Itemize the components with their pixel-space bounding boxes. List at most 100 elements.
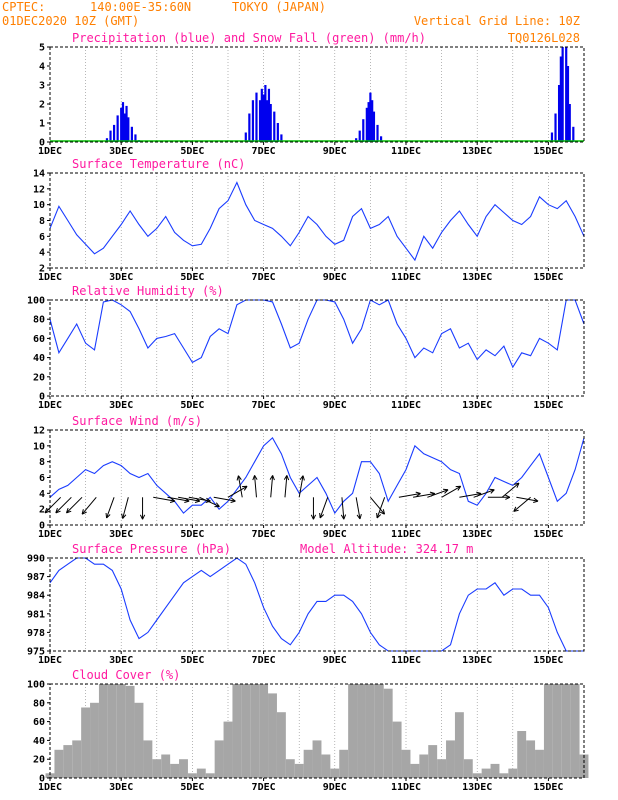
x-tick-label: 1DEC: [38, 400, 62, 411]
x-tick-label: 1DEC: [38, 272, 62, 283]
wind-arrow: [178, 496, 200, 502]
wind-arrow-head: [299, 475, 305, 481]
y-tick-label: 4: [39, 489, 45, 500]
cloud-bar: [446, 740, 455, 778]
y-tick-label: 987: [27, 572, 45, 583]
wind-arrow: [441, 485, 461, 498]
x-tick-label: 7DEC: [252, 529, 276, 540]
panel-frame: [49, 46, 585, 143]
x-tick-label: 9DEC: [323, 272, 347, 283]
precip-bar: [554, 113, 557, 142]
cloud-bar: [312, 740, 322, 778]
x-tick-label: 11DEC: [391, 400, 421, 411]
y-tick-label: 981: [27, 609, 45, 620]
x-tick-label: 13DEC: [462, 782, 492, 793]
wind-arrow-head: [44, 507, 51, 514]
y-tick-label: 80: [33, 698, 45, 709]
cloud-bar: [285, 759, 295, 778]
wind-arrow-head: [269, 475, 275, 481]
cloud-bar: [535, 749, 544, 778]
wind-arrow: [513, 496, 531, 512]
x-tick-label: 13DEC: [462, 529, 492, 540]
wind-arrow-head: [139, 514, 146, 520]
precip-bar: [362, 119, 365, 142]
cloud-bar: [223, 721, 233, 778]
header-source: CPTEC:: [2, 0, 45, 14]
precip-bar: [251, 100, 255, 142]
precip-bar: [568, 104, 571, 142]
y-tick-label: 0: [39, 392, 45, 403]
precip-bar: [280, 134, 283, 142]
wind-arrow: [270, 475, 274, 498]
cloud-bar: [570, 684, 580, 778]
panel-3: Relative Humidity (%) 0 20 40 60 80 100 1DEC 3DE…: [27, 284, 585, 411]
precip-bar: [379, 136, 383, 142]
cloud-bar: [250, 684, 260, 778]
precip-bar: [262, 94, 265, 142]
wind-arrow-head: [533, 497, 539, 503]
cloud-bar: [472, 773, 482, 778]
precip-bar: [367, 102, 370, 142]
cloud-bar: [454, 712, 464, 778]
precip-bar: [561, 47, 564, 142]
x-tick-label: 15DEC: [533, 782, 563, 793]
x-tick-label: 3DEC: [109, 146, 133, 157]
x-tick-label: 3DEC: [109, 529, 133, 540]
wind-arrow: [427, 489, 449, 498]
y-tick-label: 4: [39, 248, 45, 259]
x-tick-label: 9DEC: [323, 400, 347, 411]
y-tick-label: 978: [27, 628, 45, 639]
cloud-bar: [321, 754, 331, 778]
header: CPTEC: 140:00E-35:60N TOKYO (JAPAN) 01DE…: [2, 0, 580, 28]
cloud-bar: [401, 749, 411, 778]
x-tick-label: 13DEC: [462, 655, 492, 666]
cloud-bar: [81, 707, 91, 778]
wind-arrow-head: [230, 497, 236, 503]
cloud-bar: [196, 768, 206, 778]
x-tick-label: 5DEC: [180, 272, 204, 283]
x-tick-label: 7DEC: [252, 400, 276, 411]
wind-arrow-head: [455, 485, 462, 491]
cloud-bar: [45, 773, 55, 778]
wind-arrow-head: [310, 514, 317, 520]
wind-arrow: [516, 496, 539, 502]
wind-arrow: [319, 497, 329, 519]
precip-bar: [123, 113, 126, 142]
wind-arrow: [153, 496, 175, 502]
y-tick-label: 10: [33, 200, 45, 211]
x-tick-label: 5DEC: [180, 400, 204, 411]
wind-arrow: [122, 497, 129, 519]
cloud-bar: [54, 749, 64, 778]
cloud-bar: [90, 702, 99, 778]
wind-arrow-head: [319, 512, 325, 519]
x-tick-label: 3DEC: [109, 655, 133, 666]
cloud-bar: [526, 740, 536, 778]
panel-title: Precipitation (blue) and Snow Fall (gree…: [72, 31, 426, 45]
x-tick-label: 1DEC: [38, 146, 62, 157]
cloud-bar: [365, 684, 375, 778]
cloud-bar: [339, 749, 349, 778]
x-tick-label: 5DEC: [180, 782, 204, 793]
cloud-bar: [428, 745, 438, 778]
cloud-bar: [508, 768, 518, 778]
precip-bar: [109, 130, 112, 142]
precip-bar: [120, 107, 123, 142]
panel-title: Surface Pressure (hPa): [72, 542, 231, 556]
wind-arrow: [237, 475, 243, 498]
y-tick-label: 4: [39, 62, 45, 73]
wind-arrow: [355, 497, 361, 520]
wind-arrow-head: [81, 509, 87, 515]
wind-arrow: [413, 492, 435, 498]
x-tick-label: 9DEC: [323, 655, 347, 666]
cloud-bar: [499, 773, 509, 778]
precip-bar: [258, 100, 262, 142]
precip-bar: [371, 100, 374, 142]
y-tick-label: 12: [33, 426, 45, 437]
precip-bar: [557, 85, 561, 142]
cloud-bar: [481, 768, 491, 778]
precip-bar: [550, 132, 554, 142]
x-tick-label: 11DEC: [391, 529, 421, 540]
y-tick-label: 2: [39, 264, 45, 275]
precip-bar: [566, 66, 570, 142]
x-tick-label: 15DEC: [533, 272, 563, 283]
